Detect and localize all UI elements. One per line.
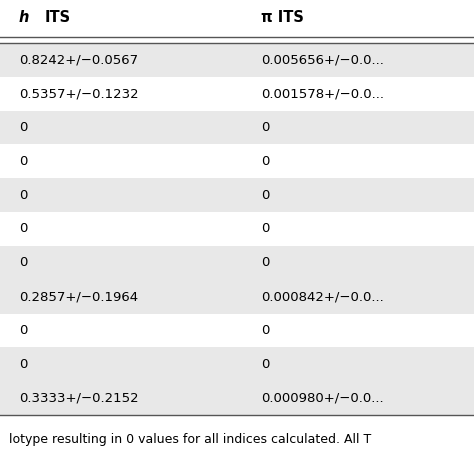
Bar [0, 347, 474, 381]
Bar [0, 178, 474, 212]
Text: 0.3333+/−0.2152: 0.3333+/−0.2152 [19, 392, 138, 405]
Bar [0, 43, 474, 77]
Bar [0, 246, 474, 280]
Text: 0: 0 [19, 189, 27, 201]
Text: 0.000842+/−0.0...: 0.000842+/−0.0... [261, 290, 383, 303]
Text: 0.5357+/−0.1232: 0.5357+/−0.1232 [19, 87, 138, 100]
Text: 0.005656+/−0.0...: 0.005656+/−0.0... [261, 54, 383, 66]
Bar [0, 110, 474, 145]
Text: ITS: ITS [45, 10, 71, 26]
Bar [0, 381, 474, 415]
Text: 0: 0 [261, 256, 269, 269]
Text: 0: 0 [19, 256, 27, 269]
Text: 0: 0 [19, 222, 27, 236]
Text: π ITS: π ITS [261, 10, 303, 26]
Text: 0: 0 [261, 222, 269, 236]
Text: 0.001578+/−0.0...: 0.001578+/−0.0... [261, 87, 383, 100]
Text: h: h [19, 10, 29, 26]
Bar [0, 145, 474, 178]
Text: lotype resulting in 0 values for all indices calculated. All T: lotype resulting in 0 values for all ind… [9, 434, 372, 447]
Text: 0: 0 [261, 324, 269, 337]
Text: 0: 0 [261, 189, 269, 201]
Bar [0, 212, 474, 246]
Bar [0, 415, 474, 474]
Text: 0.000980+/−0.0...: 0.000980+/−0.0... [261, 392, 383, 405]
Text: 0: 0 [19, 324, 27, 337]
Bar [0, 77, 474, 110]
Text: 0: 0 [261, 358, 269, 371]
Bar [0, 0, 474, 37]
Text: 0.2857+/−0.1964: 0.2857+/−0.1964 [19, 290, 138, 303]
Text: 0.8242+/−0.0567: 0.8242+/−0.0567 [19, 54, 138, 66]
Text: 0: 0 [261, 155, 269, 168]
Text: 0: 0 [19, 155, 27, 168]
Bar [0, 280, 474, 313]
Text: 0: 0 [19, 121, 27, 134]
Bar [0, 313, 474, 347]
Text: 0: 0 [19, 358, 27, 371]
Text: 0: 0 [261, 121, 269, 134]
